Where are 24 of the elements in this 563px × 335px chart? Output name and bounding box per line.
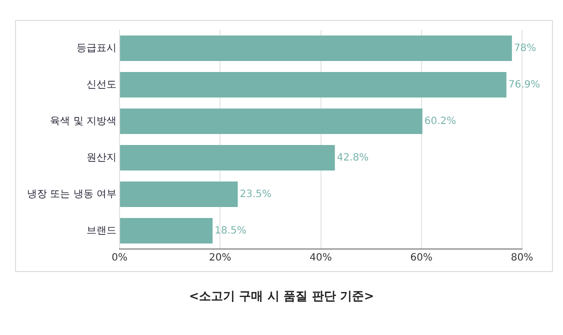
data-label: 42.8%: [336, 152, 369, 164]
data-label: 76.9%: [508, 79, 540, 90]
y-tick-label: 브랜드: [86, 225, 117, 236]
text: <소고기 구매 시 품질 판단 기준>: [188, 288, 375, 305]
data-label: 23.5%: [240, 188, 272, 200]
x-tick-label: 80%: [510, 252, 534, 264]
bar: [120, 108, 422, 134]
x-tick-label: 60%: [410, 252, 432, 264]
bar: [120, 35, 512, 62]
y-tick-label: 냉장 또는 냉동 여부: [26, 188, 117, 200]
bar: [120, 181, 238, 208]
data-label: 60.2%: [424, 116, 456, 127]
y-tick-label: 육색 및 지방색: [50, 116, 117, 127]
bar: [120, 144, 335, 171]
y-tick-label: 등급표시: [76, 42, 117, 54]
bar: [120, 218, 213, 244]
data-label: 78%: [514, 42, 536, 54]
y-tick-label: 원산지: [86, 152, 117, 164]
y-tick-label: 신선도: [86, 79, 117, 90]
x-tick-label: 40%: [310, 252, 332, 264]
bar: [120, 72, 506, 98]
x-tick-label: 20%: [209, 252, 232, 264]
x-tick-label: 0%: [112, 252, 128, 264]
data-label: 18.5%: [214, 225, 246, 236]
